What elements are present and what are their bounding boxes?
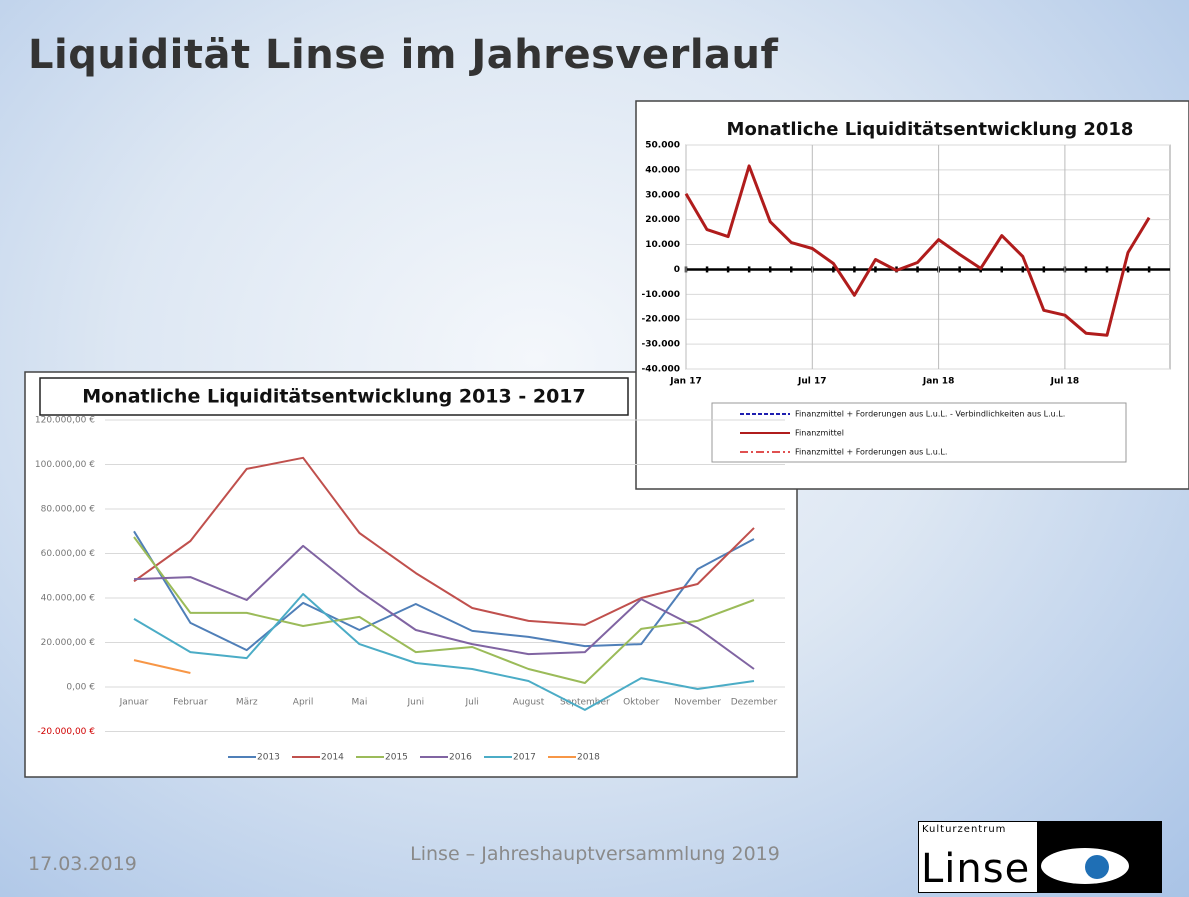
y-tick-label: -40.000 [642, 365, 680, 375]
y-tick-label: 0 [674, 265, 680, 275]
y-tick-label: 50.000 [645, 141, 680, 151]
y-tick-label: -30.000 [642, 340, 680, 350]
y-tick-label: 100.000,00 € [35, 460, 95, 470]
logo: Kulturzentrum Linse [918, 821, 1162, 893]
x-tick-label: Jul 18 [1050, 377, 1080, 387]
y-tick-label: 20.000 [645, 215, 680, 225]
y-tick-label: -10.000 [642, 290, 680, 300]
series-line [133, 593, 755, 711]
x-tick-label: Jan 18 [922, 377, 955, 387]
logo-small: Kulturzentrum [922, 824, 1007, 835]
x-tick-label: Jan 17 [669, 377, 702, 387]
chart-title: Monatliche Liquiditätsentwicklung 2018 [727, 119, 1134, 140]
x-tick-label: Oktober [623, 698, 660, 708]
x-tick-label: Februar [173, 698, 208, 708]
series-line [133, 530, 755, 652]
legend-label: 2013 [257, 753, 280, 763]
legend-label: Finanzmittel + Forderungen aus L.u.L. - … [795, 410, 1065, 419]
legend-label: Finanzmittel [795, 429, 844, 438]
slide-title: Liquidität Linse im Jahresverlauf [28, 32, 779, 78]
x-tick-label: Jul 17 [797, 377, 827, 387]
y-tick-label: 40.000,00 € [41, 594, 96, 604]
x-tick-label: März [236, 698, 258, 708]
legend-label: 2014 [321, 753, 344, 763]
legend-label: 2016 [449, 753, 472, 763]
x-tick-label: Juni [407, 698, 425, 708]
x-tick-label: Juli [464, 698, 478, 708]
x-tick-label: August [513, 698, 545, 708]
y-tick-label: 80.000,00 € [41, 505, 96, 515]
series-line [684, 164, 1151, 337]
title-box [39, 377, 629, 416]
y-tick-label: 60.000,00 € [41, 549, 96, 559]
series-line [133, 536, 755, 684]
chart-title: Monatliche Liquiditätsentwicklung 2013 -… [82, 386, 586, 408]
y-tick-label: -20.000 [642, 315, 680, 325]
series-line [133, 544, 755, 670]
logo-big: Linse [921, 846, 1031, 892]
logo-dot [1085, 855, 1109, 879]
x-tick-label: September [560, 698, 610, 708]
y-tick-label: 20.000,00 € [41, 638, 96, 648]
legend-label: 2015 [385, 753, 408, 763]
x-tick-label: April [293, 698, 314, 708]
x-tick-label: November [674, 698, 721, 708]
legend-label: Finanzmittel + Forderungen aus L.u.L. [795, 448, 947, 457]
y-tick-label: -20.000,00 € [37, 727, 95, 737]
y-tick-label: 30.000 [645, 190, 680, 200]
x-tick-label: Mai [352, 698, 368, 708]
series-line [133, 659, 191, 674]
y-tick-label: 0,00 € [66, 683, 95, 693]
y-tick-label: 120.000,00 € [35, 416, 95, 426]
legend-label: 2018 [577, 753, 600, 763]
x-tick-label: Januar [119, 698, 149, 708]
legend-label: 2017 [513, 753, 536, 763]
x-tick-label: Dezember [731, 698, 778, 708]
series-line [133, 456, 755, 626]
y-tick-label: 10.000 [645, 240, 680, 250]
footer: Linse – Jahreshauptversammlung 2019 [410, 843, 780, 865]
date: 17.03.2019 [28, 853, 137, 875]
y-tick-label: 40.000 [645, 165, 680, 175]
